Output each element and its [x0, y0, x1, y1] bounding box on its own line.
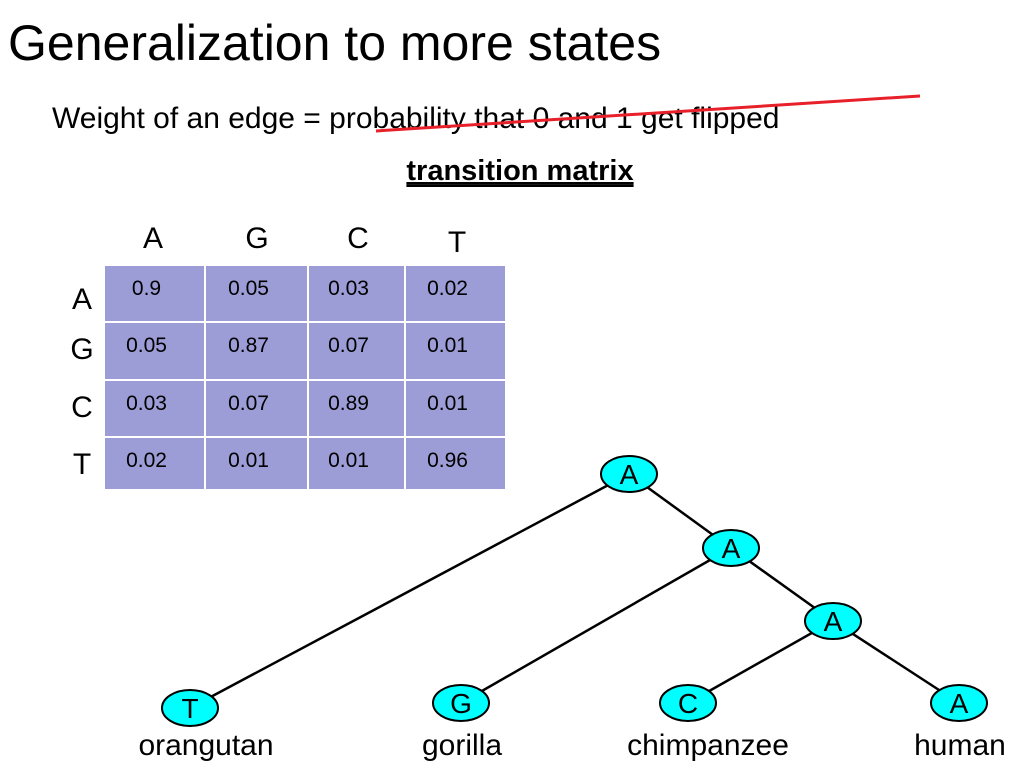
- subtitle: Weight of an edge = probability that 0 a…: [52, 102, 779, 135]
- cell-value: 0.07: [228, 392, 269, 415]
- tree-edge: [832, 619, 960, 705]
- cell-value: 0.02: [126, 449, 167, 472]
- cell-value: 0.01: [427, 334, 468, 357]
- cell-value: 0.05: [228, 277, 269, 300]
- column-header: A: [143, 222, 163, 255]
- matrix-cell: [307, 264, 406, 323]
- cell-value: 0.01: [328, 449, 369, 472]
- leaf-name: orangutan: [138, 729, 273, 762]
- cell-value: 0.9: [132, 277, 161, 300]
- matrix-cell: [404, 264, 507, 323]
- tree-edge: [460, 546, 732, 705]
- tree-node: [702, 529, 760, 567]
- cell-value: 0.02: [427, 277, 468, 300]
- node-label: A: [950, 688, 969, 719]
- cell-value: 0.87: [228, 334, 269, 357]
- row-header: A: [72, 283, 92, 316]
- cell-value: 0.03: [126, 392, 167, 415]
- tree-edge: [189, 472, 630, 710]
- row-header: C: [71, 391, 93, 424]
- tree-node: [930, 684, 988, 722]
- matrix-cell: [204, 436, 309, 491]
- heading: transition matrix: [406, 155, 633, 187]
- column-header: C: [347, 222, 369, 255]
- matrix-cell: [204, 264, 309, 323]
- strike-line: [375, 94, 921, 133]
- slide-title: Generalization to more states: [8, 15, 661, 71]
- cell-value: 0.07: [328, 334, 369, 357]
- cell-value: 0.01: [228, 449, 269, 472]
- cell-value: 0.05: [126, 334, 167, 357]
- tree-node: [432, 684, 490, 722]
- matrix-cell: [307, 379, 406, 438]
- matrix-cell: [204, 321, 309, 381]
- tree-edge: [687, 619, 834, 705]
- node-label: A: [722, 533, 741, 564]
- matrix-cell: [307, 321, 406, 381]
- node-label: C: [678, 688, 698, 719]
- column-header: G: [245, 222, 268, 255]
- node-label: A: [620, 459, 639, 490]
- cell-value: 0.89: [328, 392, 369, 415]
- tree-node: [161, 689, 219, 727]
- row-header: T: [73, 448, 91, 481]
- node-label: G: [450, 688, 472, 719]
- node-label: A: [824, 606, 843, 637]
- leaf-name: chimpanzee: [627, 729, 789, 762]
- cell-value: 0.03: [328, 277, 369, 300]
- node-label: T: [181, 693, 198, 724]
- cell-value: 0.01: [427, 392, 468, 415]
- matrix-cell: [404, 379, 507, 438]
- column-header: T: [448, 226, 466, 259]
- tree-node: [804, 602, 862, 640]
- leaf-name: gorilla: [422, 729, 502, 762]
- leaf-name: human: [914, 729, 1006, 762]
- matrix-cell: [404, 436, 507, 491]
- cell-value: 0.96: [427, 449, 468, 472]
- tree-node: [659, 684, 717, 722]
- tree-node: [600, 455, 658, 493]
- row-header: G: [70, 333, 93, 366]
- matrix-cell: [307, 436, 406, 491]
